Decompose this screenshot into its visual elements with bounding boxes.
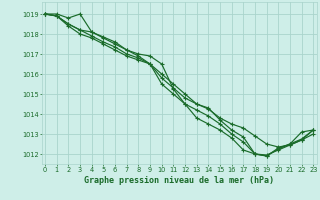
X-axis label: Graphe pression niveau de la mer (hPa): Graphe pression niveau de la mer (hPa): [84, 176, 274, 185]
